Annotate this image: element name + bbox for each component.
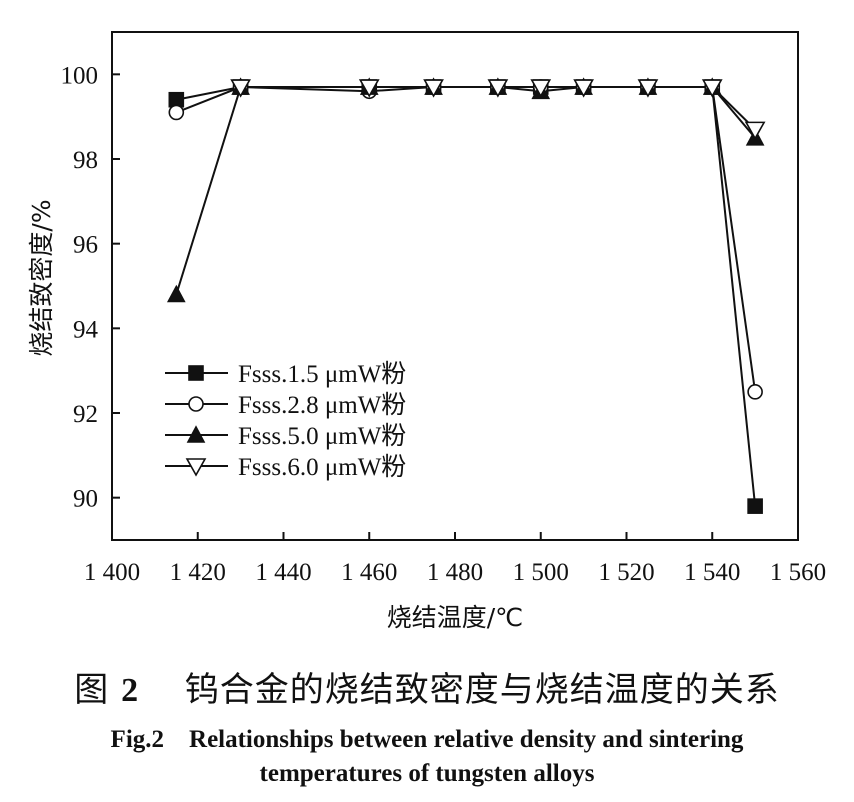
series-1-point <box>747 498 763 514</box>
x-tick-label: 1 560 <box>770 559 826 586</box>
legend: Fsss.1.5 μmW粉 Fsss.2.8 μmW粉 Fsss.5.0 μmW粉 F… <box>165 360 406 481</box>
plot-frame <box>111 31 799 541</box>
y-axis-title: 烧结致密度/% <box>27 199 56 356</box>
x-tick-label: 1 420 <box>170 559 226 586</box>
legend-marker <box>186 425 206 443</box>
series-4-point <box>637 79 659 98</box>
x-tick-label: 1 540 <box>684 559 740 586</box>
x-tick-label: 1 480 <box>427 559 483 586</box>
figure-caption-chinese: 图 2 钨合金的烧结致密度与烧结温度的关系 <box>0 662 854 711</box>
legend-marker <box>185 458 207 477</box>
series-4-point <box>744 121 766 140</box>
caption-english-line1: Fig.2 Relationships between relative den… <box>110 726 744 753</box>
legend-item: Fsss.5.0 μmW粉 <box>165 422 406 450</box>
series-4-point <box>530 79 552 98</box>
series-markers <box>166 77 766 514</box>
x-tick-label: 1 500 <box>513 559 569 586</box>
axis-ticks <box>111 73 799 540</box>
legend-marker <box>188 365 204 381</box>
x-tick-label: 1 400 <box>84 559 140 586</box>
series-4-point <box>573 79 594 98</box>
series-3-point <box>166 284 186 303</box>
x-tick-label: 1 460 <box>341 559 397 586</box>
x-tick-label: 1 520 <box>598 559 654 586</box>
series-4-point <box>423 79 444 98</box>
series-2-point <box>747 384 763 400</box>
y-tick-label: 100 <box>61 62 99 89</box>
series-2-point <box>168 104 185 121</box>
caption-prefix: 图 <box>74 670 110 710</box>
legend-label: Fsss.5.0 μmW粉 <box>238 422 406 450</box>
y-tick-label: 90 <box>73 486 98 513</box>
series-line-3 <box>175 86 756 295</box>
series-line-2 <box>175 86 757 392</box>
x-axis-title: 烧结温度/℃ <box>387 603 524 632</box>
y-tick-label: 92 <box>73 401 98 428</box>
legend-item: Fsss.1.5 μmW粉 <box>165 360 406 388</box>
y-tick-label: 98 <box>73 147 98 174</box>
axis-tick-labels: 1 400 1 420 1 440 1 460 1 480 1 500 1 520 1 540… <box>61 62 827 586</box>
legend-label: Fsss.6.0 μmW粉 <box>238 453 406 481</box>
legend-item: Fsss.6.0 μmW粉 <box>165 453 406 481</box>
series-4-point <box>230 79 251 98</box>
legend-item: Fsss.2.8 μmW粉 <box>165 391 406 419</box>
legend-marker <box>188 396 204 412</box>
y-tick-label: 94 <box>73 316 99 343</box>
legend-label: Fsss.2.8 μmW粉 <box>238 391 406 419</box>
caption-number: 2 <box>121 672 140 709</box>
series-1-point <box>168 91 185 108</box>
density-vs-temperature-chart: 1 400 1 420 1 440 1 460 1 480 1 500 1 520 1 540… <box>27 31 827 632</box>
x-tick-label: 1 440 <box>255 559 311 586</box>
series-lines <box>175 86 757 507</box>
series-4-point <box>358 79 380 98</box>
y-tick-label: 96 <box>73 232 98 259</box>
series-4-point <box>701 79 723 98</box>
caption-english-line2: temperatures of tungsten alloys <box>259 760 595 787</box>
series-layer <box>166 77 766 514</box>
series-4-point <box>487 79 509 98</box>
legend-label: Fsss.1.5 μmW粉 <box>238 360 406 388</box>
caption-title-chinese: 钨合金的烧结致密度与烧结温度的关系 <box>184 670 780 710</box>
